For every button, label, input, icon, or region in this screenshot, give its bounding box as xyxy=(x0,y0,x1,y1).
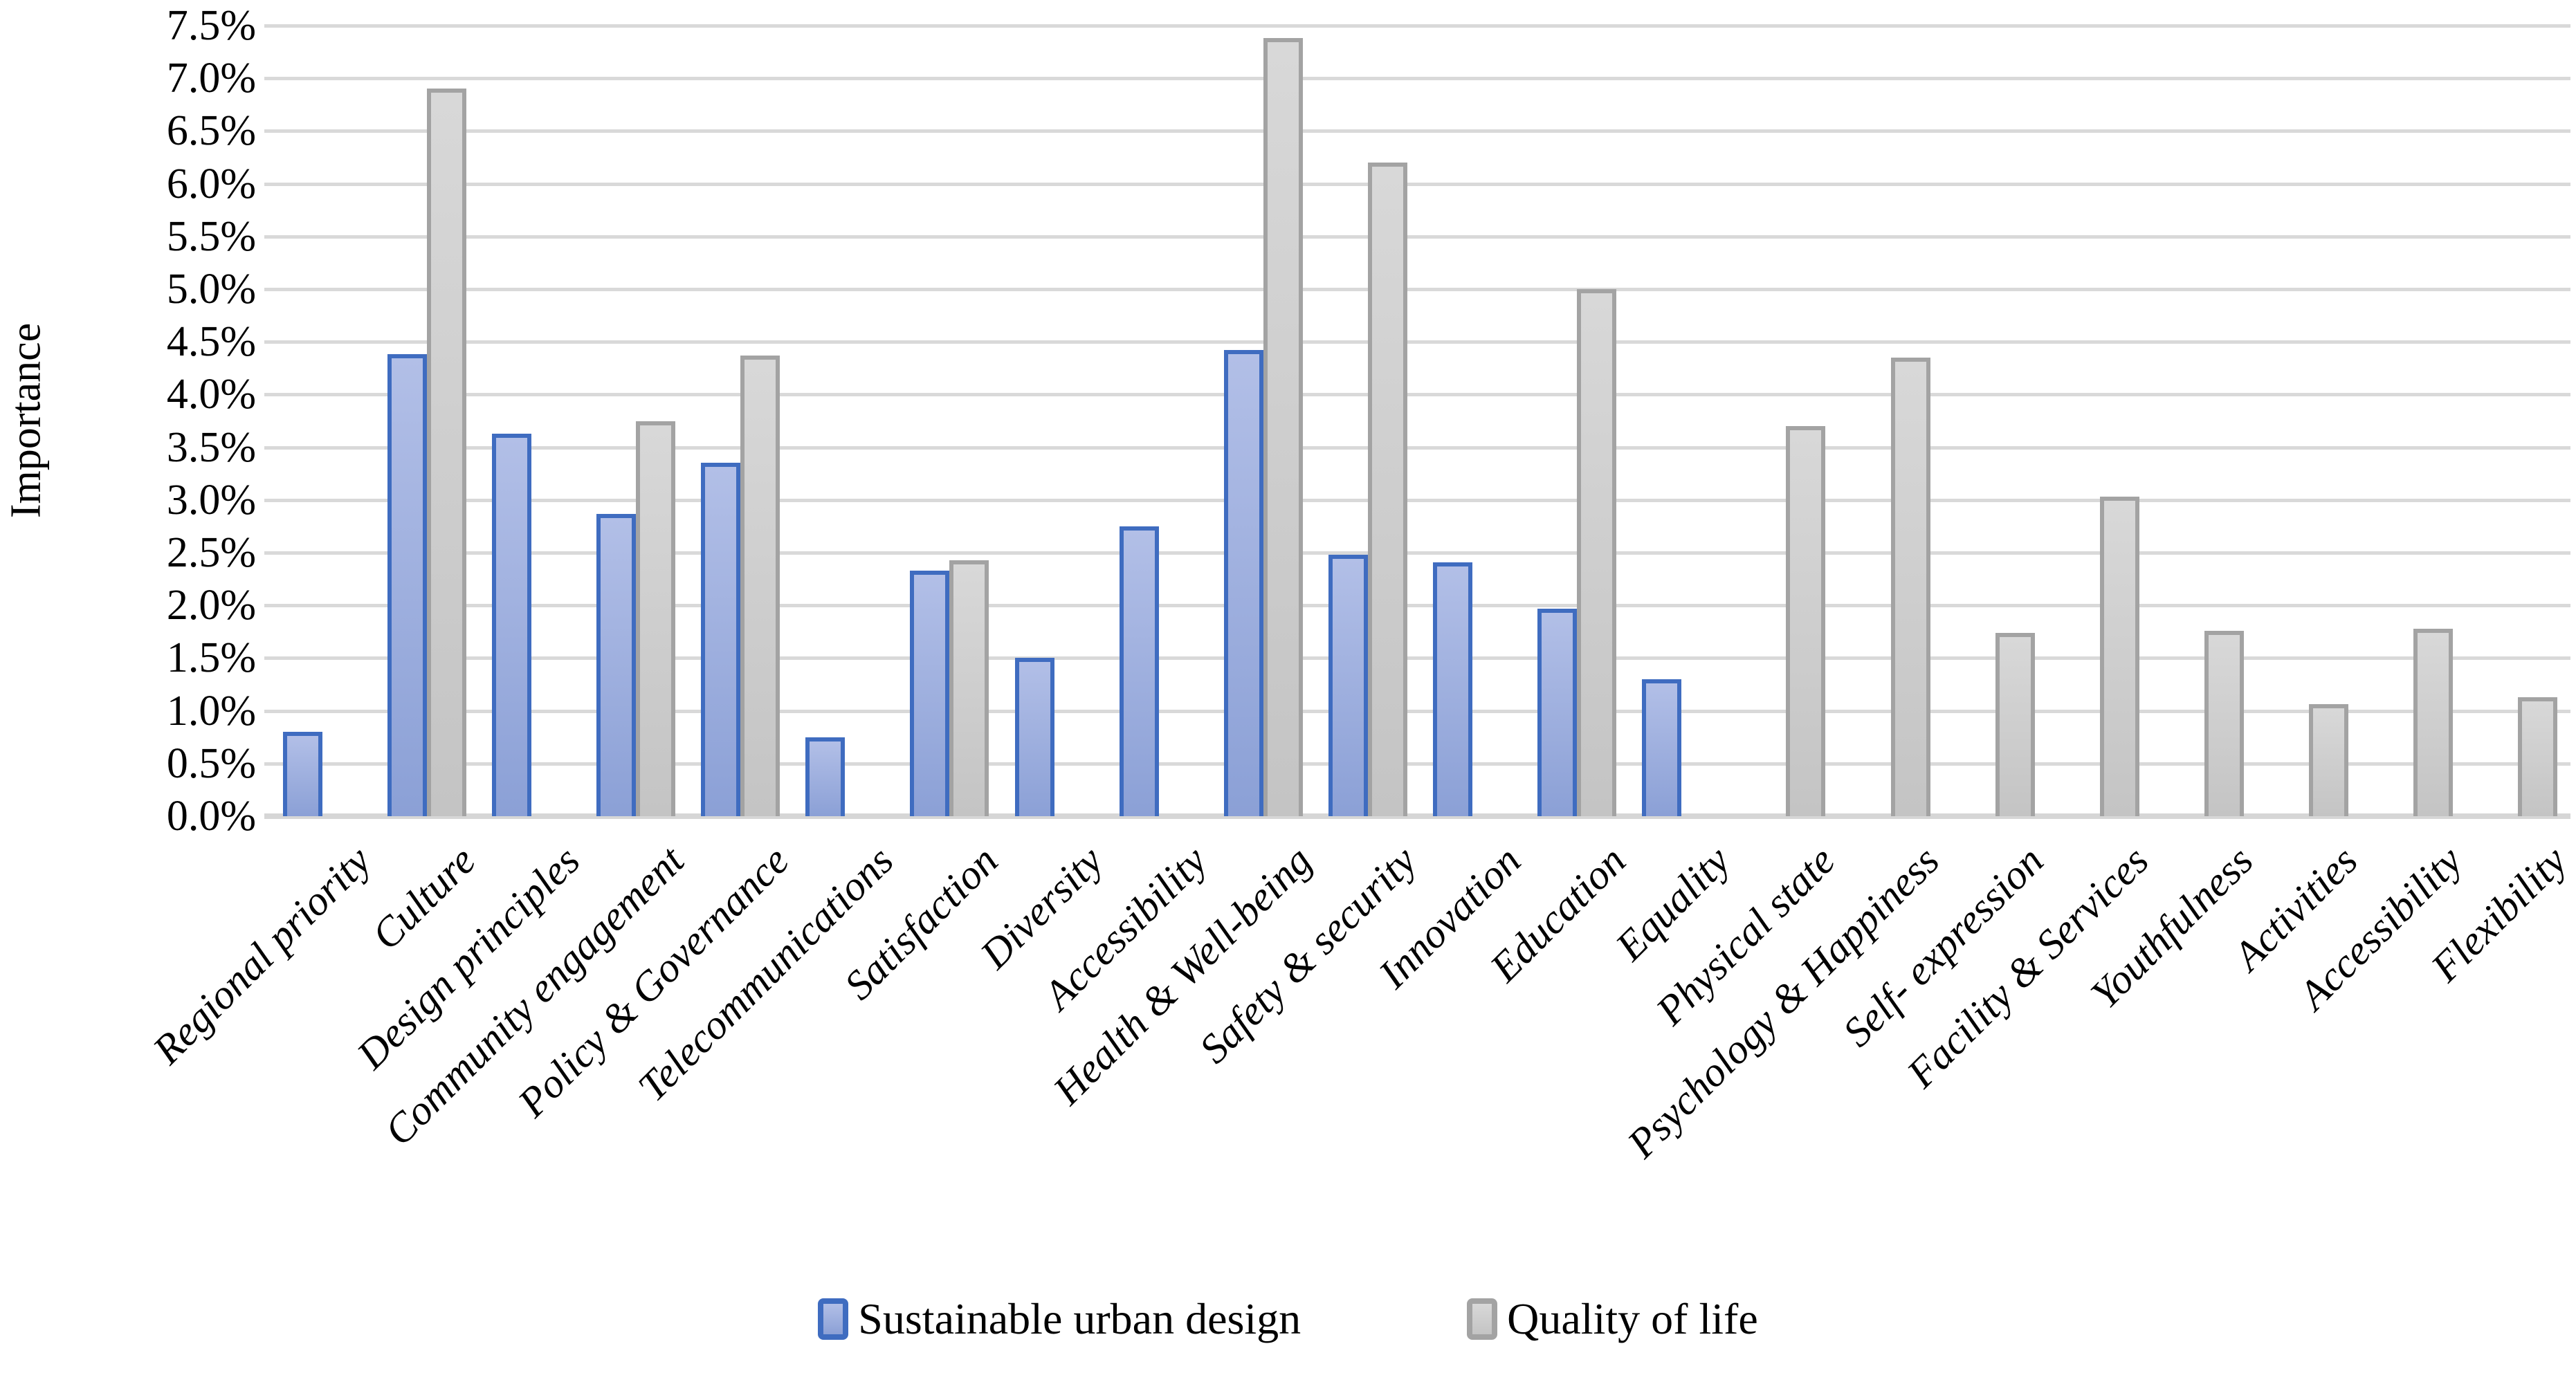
bar-sustainable-urban-design-4 xyxy=(596,513,636,816)
y-tick-label: 3.0% xyxy=(166,476,256,524)
bar-quality-of-life-15 xyxy=(1786,426,1826,816)
y-tick-label: 4.0% xyxy=(166,371,256,418)
bar-sustainable-urban-design-8 xyxy=(1014,658,1054,816)
y-gridline xyxy=(264,656,2570,661)
y-tick-label: 6.0% xyxy=(166,160,256,208)
y-gridline xyxy=(264,77,2570,81)
bar-sustainable-urban-design-2 xyxy=(387,354,427,816)
bar-sustainable-urban-design-11 xyxy=(1328,555,1368,816)
legend-item-quality-of-life: Quality of life xyxy=(1467,1297,1758,1341)
bar-sustainable-urban-design-5 xyxy=(701,463,741,816)
bar-quality-of-life-2 xyxy=(426,89,466,816)
bar-quality-of-life-4 xyxy=(635,421,675,816)
y-gridline xyxy=(264,498,2570,502)
bar-sustainable-urban-design-14 xyxy=(1642,679,1682,816)
legend-swatch-icon xyxy=(1467,1298,1498,1340)
y-tick-label: 1.0% xyxy=(166,687,256,735)
y-tick-label: 2.0% xyxy=(166,582,256,629)
bar-quality-of-life-16 xyxy=(1890,358,1930,816)
y-gridline xyxy=(264,445,2570,450)
y-tick-label: 7.5% xyxy=(166,2,256,49)
bar-quality-of-life-19 xyxy=(2204,630,2245,816)
y-tick-label: 5.0% xyxy=(166,266,256,313)
y-gridline xyxy=(264,709,2570,713)
bar-quality-of-life-20 xyxy=(2309,704,2349,816)
bar-sustainable-urban-design-7 xyxy=(910,570,950,816)
y-tick-label: 0.5% xyxy=(166,739,256,787)
x-axis-line xyxy=(264,813,2570,819)
bar-quality-of-life-18 xyxy=(2099,497,2139,816)
bar-quality-of-life-5 xyxy=(740,356,780,816)
y-tick-label: 0.0% xyxy=(166,793,256,840)
legend-label: Sustainable urban design xyxy=(858,1294,1301,1343)
legend: Sustainable urban design Quality of life xyxy=(0,1281,2576,1357)
bar-sustainable-urban-design-12 xyxy=(1433,562,1473,816)
bar-sustainable-urban-design-6 xyxy=(805,737,846,816)
y-tick-label: 5.5% xyxy=(166,212,256,260)
bar-quality-of-life-11 xyxy=(1367,163,1407,816)
y-tick-label: 4.5% xyxy=(166,318,256,366)
y-tick-label: 1.5% xyxy=(166,634,256,682)
bar-sustainable-urban-design-9 xyxy=(1119,526,1159,816)
legend-swatch-icon xyxy=(818,1298,849,1340)
bar-quality-of-life-13 xyxy=(1577,289,1617,816)
y-tick-label: 6.5% xyxy=(166,107,256,155)
bar-quality-of-life-17 xyxy=(1995,632,2035,816)
legend-item-sustainable-urban-design: Sustainable urban design xyxy=(818,1297,1301,1341)
y-gridline xyxy=(264,182,2570,186)
y-gridline xyxy=(264,762,2570,766)
bar-sustainable-urban-design-13 xyxy=(1537,608,1578,816)
y-gridline xyxy=(264,604,2570,608)
y-gridline xyxy=(264,288,2570,291)
bar-sustainable-urban-design-1 xyxy=(282,732,322,816)
legend-label: Quality of life xyxy=(1507,1294,1758,1343)
bar-quality-of-life-7 xyxy=(949,560,989,816)
y-gridline xyxy=(264,24,2570,28)
bar-quality-of-life-22 xyxy=(2518,697,2558,816)
y-gridline xyxy=(264,129,2570,133)
bar-quality-of-life-10 xyxy=(1263,38,1303,816)
y-tick-label: 2.5% xyxy=(166,529,256,576)
y-tick-label: 3.5% xyxy=(166,423,256,471)
y-gridline xyxy=(264,551,2570,555)
bar-sustainable-urban-design-3 xyxy=(491,433,531,816)
y-gridline xyxy=(264,340,2570,344)
y-gridline xyxy=(264,393,2570,397)
y-gridline xyxy=(264,234,2570,239)
x-category-label: Regional priority xyxy=(143,837,379,1073)
bar-quality-of-life-21 xyxy=(2413,628,2454,816)
y-tick-label: 7.0% xyxy=(166,55,256,102)
bar-sustainable-urban-design-10 xyxy=(1223,350,1263,816)
